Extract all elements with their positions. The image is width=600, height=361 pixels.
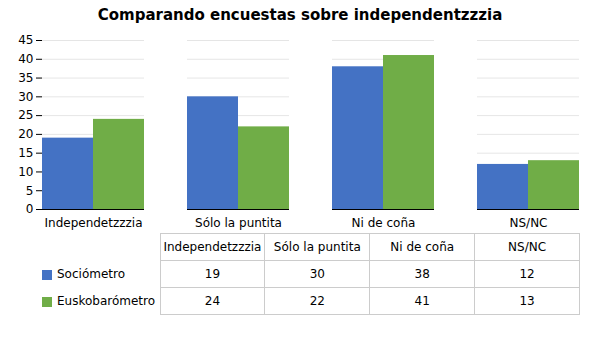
html-text:NS/NC: NS/NC [508, 240, 547, 254]
html-text:41: 41 [414, 294, 430, 308]
svg-text:0: 0 [26, 202, 34, 216]
html-text:19: 19 [204, 267, 221, 281]
svg-text:NS/NC: NS/NC [510, 216, 548, 230]
html-text:Sólo la puntita: Sólo la puntita [273, 240, 361, 254]
svg-text:10: 10 [18, 165, 33, 179]
svg-text:20: 20 [18, 127, 33, 141]
svg-text:40: 40 [18, 52, 33, 66]
html-text:Euskobarómetro: Euskobarómetro [57, 294, 156, 308]
svg-text:25: 25 [18, 108, 33, 122]
svg-text:30: 30 [18, 90, 33, 104]
svg-text:5: 5 [26, 184, 34, 198]
html-text:24: 24 [204, 294, 221, 308]
html-text:Comparando encuestas sobre ind: Comparando encuestas sobre independentzz… [97, 6, 503, 24]
svg-text:45: 45 [18, 33, 33, 47]
html-text:Independetzzzia: Independetzzzia [163, 240, 262, 254]
svg-text:35: 35 [18, 71, 33, 85]
svg-text:15: 15 [18, 146, 33, 160]
html-text:Ni de coña: Ni de coña [390, 240, 455, 254]
svg-text:Ni de coña: Ni de coña [352, 216, 416, 230]
html-text:38: 38 [414, 267, 430, 281]
html-text:13: 13 [519, 294, 535, 308]
html-text:22: 22 [309, 294, 325, 308]
html-text:Sociómetro: Sociómetro [57, 267, 125, 281]
html-text:12: 12 [519, 267, 535, 281]
svg-text:Independetzzzia: Independetzzzia [44, 216, 142, 230]
svg-text:Sólo la puntita: Sólo la puntita [195, 216, 282, 230]
html-text:30: 30 [309, 267, 325, 281]
